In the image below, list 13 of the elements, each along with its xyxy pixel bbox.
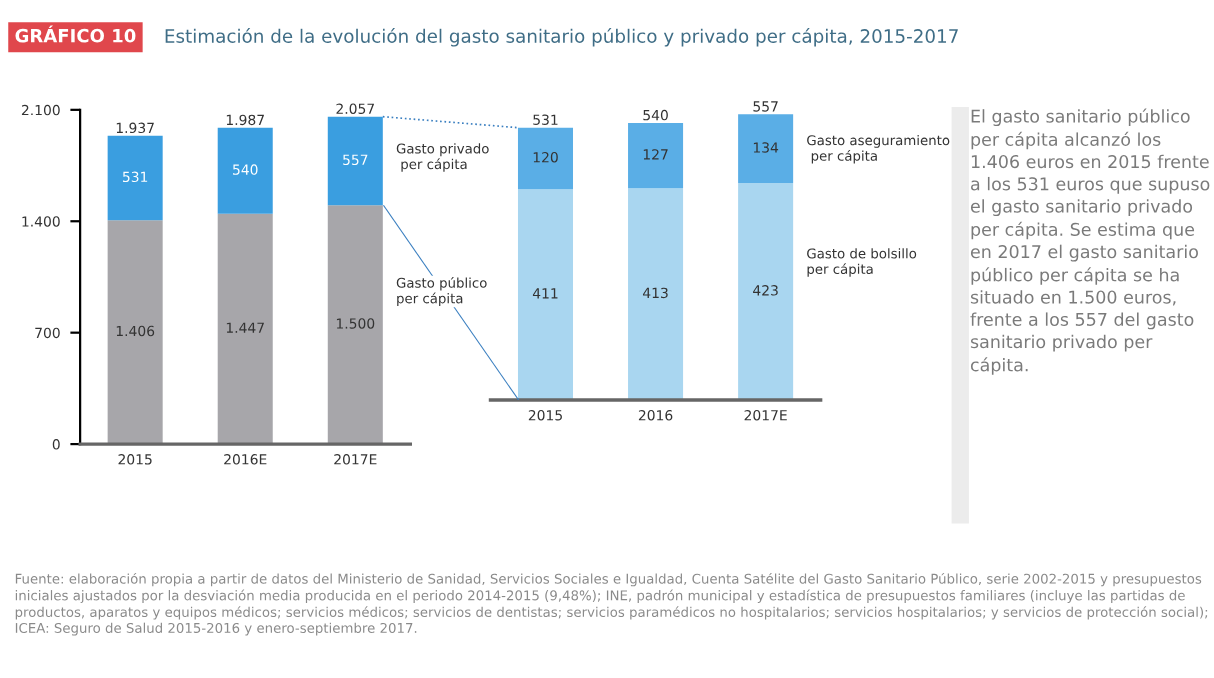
bar bbox=[217, 127, 273, 214]
bar bbox=[107, 135, 163, 221]
bar bbox=[517, 127, 574, 190]
text: Estimación de la evolución del gasto sanitario público y privado per cápita, 2015-2017 bbox=[165, 28, 958, 47]
text: El gasto sanitario público per cápita alcanzó los 1.406 euros en 2015 frente a los 531 euros que supuso el gasto sanitario privado per cápita. Se estima que en 2017 el gasto sanitario público per cápita se ha situado en 1.500 euros, frente a los 557 del gasto sanitario privado per cápita. bbox=[970, 108, 1210, 375]
bar bbox=[217, 213, 273, 445]
bar bbox=[327, 116, 383, 206]
bar bbox=[738, 114, 794, 184]
bar bbox=[738, 183, 794, 401]
bar bbox=[628, 123, 684, 189]
chart-title: GRÁFICO 10 bbox=[15, 25, 136, 43]
bar bbox=[628, 188, 684, 401]
bar bbox=[107, 220, 163, 445]
